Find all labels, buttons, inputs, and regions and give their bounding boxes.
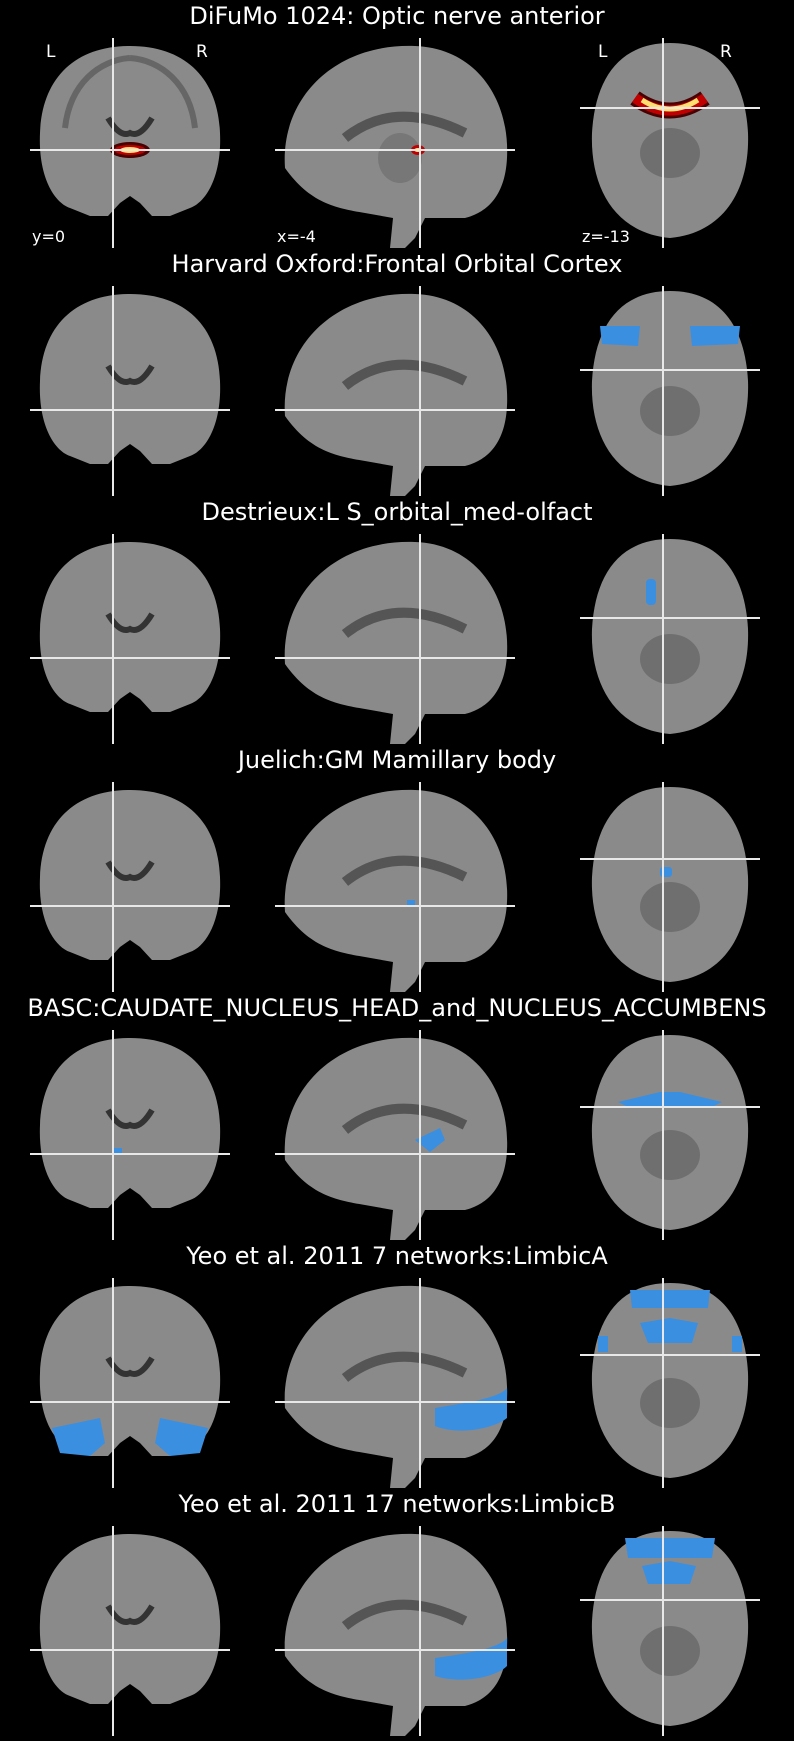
sagittal-slice [275,1030,515,1240]
panel-title: Yeo et al. 2011 7 networks:LimbicA [186,1242,608,1270]
sagittal-slice [275,1526,515,1736]
coronal-brain-image [30,38,230,248]
panel-destrieux: Destrieux:L S_orbital_med-olfact [0,496,794,744]
panel-title: Yeo et al. 2011 17 networks:LimbicB [178,1490,616,1518]
axial-slice [580,1278,760,1488]
sagittal-slice [275,286,515,496]
sagittal-slice: x=-4 [275,38,515,248]
panel-basc: BASC:CAUDATE_NUCLEUS_HEAD_and_NUCLEUS_AC… [0,992,794,1240]
left-orientation-label: L [46,42,56,62]
left-orientation-label: L [598,42,608,62]
axial-coordinate: z=-13 [582,227,630,246]
panel-title: DiFuMo 1024: Optic nerve anterior [189,2,605,30]
axial-slice [580,782,760,992]
coronal-slice [30,782,230,992]
right-orientation-label: R [196,42,208,62]
axial-slice [580,1030,760,1240]
sagittal-slice [275,534,515,744]
coronal-slice [30,1030,230,1240]
sagittal-coordinate: x=-4 [277,227,316,246]
axial-slice [580,1526,760,1736]
panel-yeo-17: Yeo et al. 2011 17 networks:LimbicB [0,1488,794,1736]
axial-slice [580,534,760,744]
right-orientation-label: R [720,42,732,62]
sagittal-slice [275,782,515,992]
sagittal-brain-image [275,38,515,248]
panel-juelich: Juelich:GM Mamillary body [0,744,794,992]
coronal-slice [30,286,230,496]
panel-title: BASC:CAUDATE_NUCLEUS_HEAD_and_NUCLEUS_AC… [27,994,767,1022]
coronal-slice [30,1526,230,1736]
coronal-slice: L R y=0 [30,38,230,248]
axial-brain-image [580,38,760,248]
panel-harvard-oxford: Harvard Oxford:Frontal Orbital Cortex [0,248,794,496]
sagittal-slice [275,1278,515,1488]
panel-difumo: DiFuMo 1024: Optic nerve anterior L R y=… [0,0,794,248]
axial-slice [580,286,760,496]
coronal-slice [30,1278,230,1488]
axial-slice: L R z=-13 [580,38,760,248]
coronal-coordinate: y=0 [32,227,66,246]
panel-yeo-7: Yeo et al. 2011 7 networks:LimbicA [0,1240,794,1488]
panel-title: Destrieux:L S_orbital_med-olfact [201,498,593,526]
panel-title: Harvard Oxford:Frontal Orbital Cortex [171,250,623,278]
coronal-slice [30,534,230,744]
panel-title: Juelich:GM Mamillary body [237,746,557,774]
